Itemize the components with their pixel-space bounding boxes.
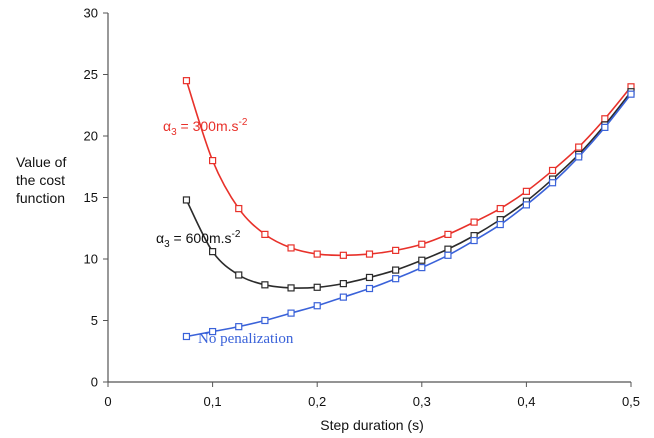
series-600-point [313,283,321,291]
series-label-300: α3 = 300m.s-2 [163,117,248,138]
series-600-point [392,266,400,274]
series-label-no-penalization: No penalization [198,331,294,347]
series-no-penalization-point [522,201,531,209]
series-layer [182,77,635,341]
series-no-penalization-point [418,264,426,272]
series-300-point [261,230,269,238]
y-tick-label: 15 [84,190,98,205]
series-300 [182,77,635,259]
series-600-point [235,271,243,279]
x-tick-label: 0,2 [308,394,326,409]
y-axis-title-line-2: the cost [16,172,65,188]
series-600-point [182,196,191,204]
series-300-point [470,218,478,226]
series-no-penalization-point [392,275,400,283]
x-tick-label: 0,5 [622,394,640,409]
x-tick-label: 0,4 [517,394,535,409]
series-no-penalization [182,90,635,341]
series-label-600: α3 = 600m.s-2 [156,229,241,250]
x-axis-title: Step duration (s) [320,417,424,433]
series-300-point [496,204,504,213]
series-no-penalization-point [209,327,217,336]
series-600-point [287,284,295,292]
series-300-point [418,240,426,248]
y-tick-label: 25 [84,67,98,82]
y-axis-title-line-1: Value of [16,154,66,170]
y-tick-label: 20 [84,129,98,144]
series-300-point [522,187,531,195]
series-300-point [365,250,374,258]
x-tick-label: 0,3 [413,394,431,409]
series-600-point [444,245,452,253]
series-300-point [392,246,400,254]
series-300-point [313,250,321,258]
series-no-penalization-point [182,332,191,341]
series-300-point [548,166,557,175]
y-tick-label: 10 [84,252,98,267]
series-no-penalization-point [313,302,321,310]
series-no-penalization-point [601,123,609,131]
series-300-point [444,230,452,238]
y-axis-title-line-3: function [16,190,65,206]
series-no-penalization-point [496,220,504,229]
series-300-point [601,115,609,123]
y-axis-title: Value of the cost function [16,154,66,206]
x-tick-label: 0,1 [204,394,222,409]
series-300-point [235,204,243,213]
series-no-penalization-point [261,316,269,325]
series-300-point [209,157,217,165]
x-tick-label: 0 [104,394,111,409]
series-600 [182,88,635,292]
series-no-penalization-point [548,179,557,187]
series-300-point [182,77,191,85]
series-no-penalization-point [575,153,583,161]
y-tick-label: 0 [91,375,98,390]
series-300-point [575,143,583,151]
series-600-point [339,280,347,288]
series-600-point [261,281,269,289]
series-300-point [339,251,347,259]
series-no-penalization-point [235,323,243,331]
series-600-line [185,91,632,289]
series-no-penalization-line [186,93,632,338]
series-600-point [365,273,374,282]
series-no-penalization-point [339,293,347,301]
series-600-point [418,256,426,264]
ticks: 0 5 10 15 20 25 30 0 0,1 0,2 0,3 0,4 0,5 [84,6,641,410]
y-tick-label: 30 [84,6,98,21]
series-no-penalization-point [365,284,374,293]
series-no-penalization-point [470,236,478,245]
y-tick-label: 5 [91,313,98,328]
series-no-penalization-point [627,90,635,98]
series-300-point [287,244,295,252]
series-no-penalization-point [287,309,295,317]
series-no-penalization-point [444,251,452,259]
series-600-point [209,248,217,256]
